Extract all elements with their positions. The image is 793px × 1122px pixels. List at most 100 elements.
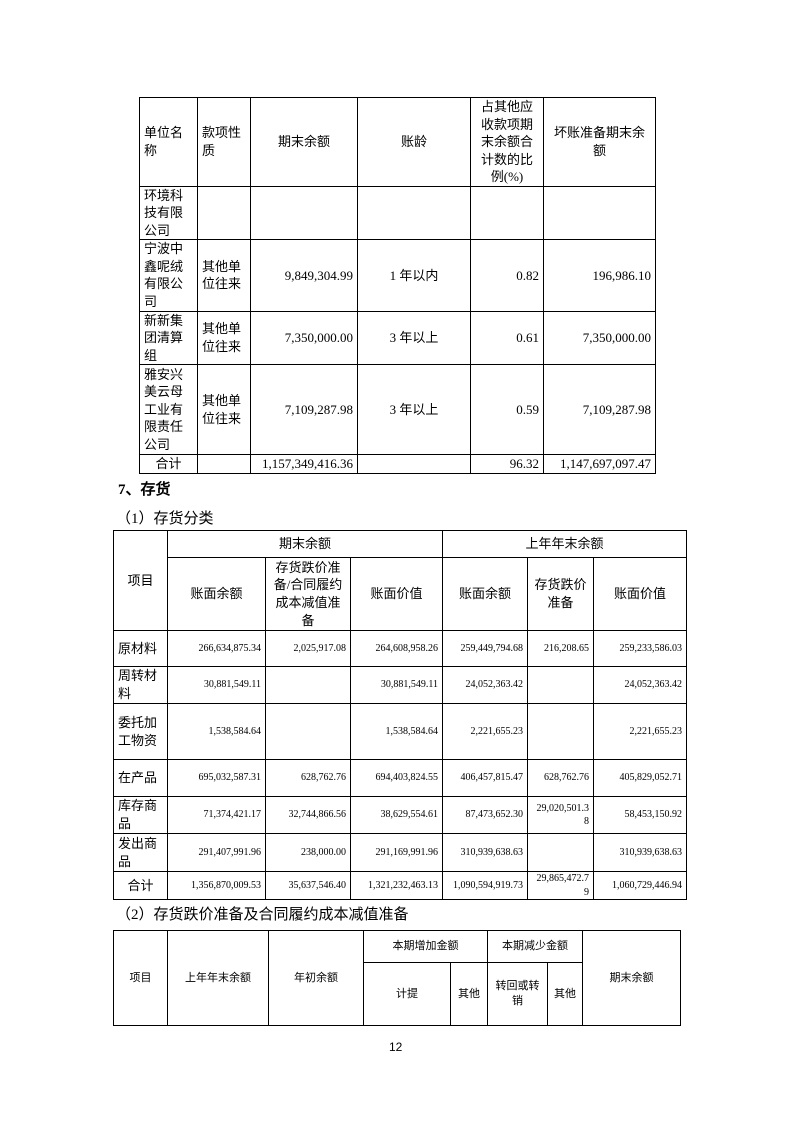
table-row: 发出商品 291,407,991.96 238,000.00 291,169,991.…	[113, 833, 688, 872]
cell: 30,881,549.11	[167, 666, 266, 704]
cell: 24,052,363.42	[442, 666, 529, 704]
table-header-row: 项目 期末余额 上年年末余额	[113, 530, 688, 631]
cell: 24,052,363.42	[593, 666, 688, 704]
header-cell: 账面余额	[167, 557, 266, 631]
header-cell: 其他	[450, 962, 488, 1026]
cell	[527, 703, 595, 760]
header-cell: 存货跌价准备/合同履约成本减值准备	[265, 557, 351, 631]
table-row: 库存商品 71,374,421.17 32,744,866.56 38,629,554…	[113, 796, 688, 834]
cell: 3 年以上	[357, 364, 471, 456]
cell: 2,221,655.23	[442, 703, 529, 760]
cell: 0.61	[470, 310, 544, 366]
section-heading: 7、存货	[118, 482, 171, 498]
cell: 周转材料	[113, 666, 168, 704]
cell: 7,350,000.00	[250, 310, 358, 366]
cell: 1,538,584.64	[167, 703, 266, 760]
table-header-row: 账面余额 存货跌价准备/合同履约成本减值准备 账面价值 账面余额 存货跌价准备 …	[114, 557, 688, 631]
cell: 合计	[113, 871, 168, 900]
header-cell: 账面价值	[349, 557, 444, 631]
cell: 9,849,304.99	[250, 239, 358, 312]
cell	[357, 454, 471, 474]
cell: 1,321,232,463.13	[349, 871, 444, 900]
header-cell: 本期增加金额	[363, 930, 488, 963]
cell	[357, 185, 471, 241]
cell: 264,608,958.26	[349, 630, 444, 667]
cell: 新新集团清算组	[139, 310, 198, 366]
cell: 7,109,287.98	[250, 364, 358, 456]
cell: 216,208.65	[527, 630, 595, 667]
header-cell: 账面价值	[593, 557, 688, 631]
cell: 96.32	[470, 454, 544, 474]
cell: 71,374,421.17	[167, 796, 266, 834]
cell	[265, 666, 351, 704]
header-cell: 项目	[113, 530, 168, 631]
cell: 405,829,052.71	[593, 759, 688, 797]
cell: 0.59	[470, 364, 544, 456]
header-cell: 期末余额	[166, 530, 444, 558]
cell: 266,634,875.34	[167, 630, 266, 667]
cell	[265, 703, 351, 760]
cell: 2,221,655.23	[593, 703, 688, 760]
cell: 30,881,549.11	[349, 666, 444, 704]
cell: 87,473,652.30	[442, 796, 529, 834]
cell: 原材料	[113, 630, 168, 667]
other-receivables-table: 单位名称 款项性质 期末余额 账龄 占其他应收款项期末余额合计数的比例(%) 坏…	[139, 97, 656, 474]
page-number: 12	[389, 1040, 403, 1054]
table-header-row: 计提 其他 转回或转销 其他	[114, 962, 681, 1026]
cell: 1,147,697,097.47	[543, 454, 656, 474]
cell: 7,350,000.00	[543, 310, 656, 366]
cell: 38,629,554.61	[349, 796, 444, 834]
header-cell: 款项性质	[197, 97, 251, 187]
header-cell: 其他	[547, 962, 583, 1026]
cell: 0.82	[470, 239, 544, 312]
cell: 3 年以上	[357, 310, 471, 366]
header-cell: 转回或转销	[487, 962, 548, 1026]
cell: 库存商品	[113, 796, 168, 834]
cell: 1,356,870,009.53	[167, 871, 266, 900]
header-cell: 年初余额	[268, 930, 364, 1026]
cell: 196,986.10	[543, 239, 656, 312]
cell	[527, 666, 595, 704]
cell: 58,453,150.92	[593, 796, 688, 834]
header-cell: 上年年末余额	[167, 930, 269, 1026]
header-cell: 账面余额	[442, 557, 529, 631]
header-cell: 单位名称	[139, 97, 198, 187]
cell: 1,538,584.64	[349, 703, 444, 760]
cell	[527, 833, 595, 872]
cell	[543, 185, 656, 241]
header-cell: 存货跌价准备	[527, 557, 595, 631]
table-row: 委托加工物资 1,538,584.64 1,538,584.64 2,221,655.…	[113, 703, 688, 760]
total-row: 合计 1,157,349,416.36 96.32 1,147,697,097.47	[139, 454, 656, 474]
cell: 238,000.00	[265, 833, 351, 872]
cell: 291,169,991.96	[349, 833, 444, 872]
subsection-heading: （1）存货分类	[116, 511, 214, 527]
total-row: 合计 1,356,870,009.53 35,637,546.40 1,321,232…	[113, 871, 688, 900]
table-header-row: 单位名称 款项性质 期末余额 账龄 占其他应收款项期末余额合计数的比例(%) 坏…	[139, 97, 656, 187]
cell: 32,744,866.56	[265, 796, 351, 834]
cell: 宁波中鑫呢绒有限公司	[139, 239, 198, 312]
cell: 291,407,991.96	[167, 833, 266, 872]
cell: 310,939,638.63	[442, 833, 529, 872]
cell: 1,060,729,446.94	[593, 871, 688, 900]
cell: 35,637,546.40	[265, 871, 351, 900]
cell: 310,939,638.63	[593, 833, 688, 872]
cell: 695,032,587.31	[167, 759, 266, 797]
table-row: 在产品 695,032,587.31 628,762.76 694,403,824.5…	[113, 759, 688, 797]
header-cell: 本期减少金额	[487, 930, 583, 963]
header-cell: 项目	[113, 930, 168, 1026]
cell	[197, 185, 251, 241]
cell: 259,233,586.03	[593, 630, 688, 667]
cell: 其他单位往来	[197, 310, 251, 366]
table-row: 环境科技有限公司	[139, 185, 656, 241]
header-cell: 占其他应收款项期末余额合计数的比例(%)	[470, 97, 544, 187]
cell	[470, 185, 544, 241]
cell: 628,762.76	[265, 759, 351, 797]
header-cell: 账龄	[357, 97, 471, 187]
cell: 259,449,794.68	[442, 630, 529, 667]
inventory-impairment-table: 项目 上年年末余额 年初余额 本期增加金额 本期减少金额 期末余额 计提 其他 …	[113, 930, 681, 1026]
table-header-row: 项目 上年年末余额 年初余额 本期增加金额 本期减少金额 期末余额	[113, 930, 681, 1026]
header-cell: 上年年末余额	[442, 530, 688, 558]
cell: 其他单位往来	[197, 239, 251, 312]
header-cell: 期末余额	[582, 930, 681, 1026]
